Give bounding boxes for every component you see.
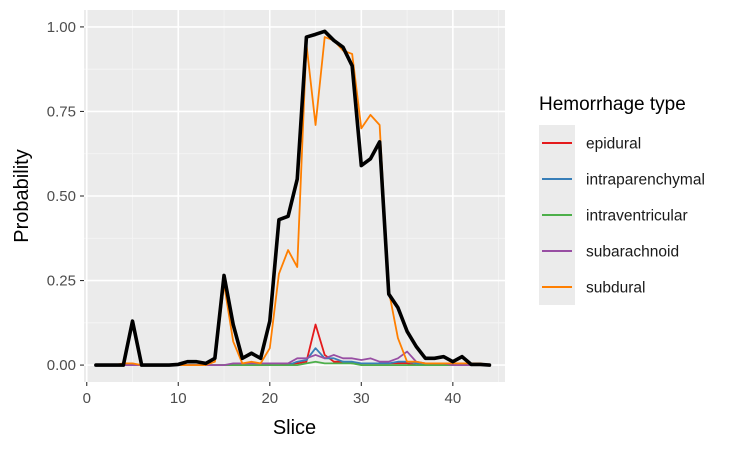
tick-labels: 0 10 20 30 40 0.00 0.25 0.50 0.75 1.00	[47, 19, 461, 407]
y-tick-label: 0.00	[47, 357, 76, 374]
legend-label-intraparenchymal: intraparenchymal	[586, 172, 705, 189]
overall-probability-line	[94, 29, 492, 367]
legend-title: Hemorrhage type	[539, 94, 686, 115]
y-tick-label: 0.75	[47, 103, 76, 120]
axis-ticks	[80, 26, 454, 386]
x-tick-label: 0	[83, 390, 91, 407]
legend-label-subarachnoid: subarachnoid	[586, 244, 679, 261]
legend-label-intraventricular: intraventricular	[586, 208, 688, 225]
y-axis-title: Probability	[11, 149, 33, 242]
x-tick-label: 10	[170, 390, 187, 407]
series-lines	[94, 29, 492, 367]
x-tick-label: 20	[261, 390, 278, 407]
legend-label-epidural: epidural	[586, 136, 641, 153]
x-axis-title: Slice	[273, 417, 316, 439]
legend-label-subdural: subdural	[586, 280, 645, 297]
y-tick-label: 0.50	[47, 188, 76, 205]
x-tick-label: 40	[444, 390, 461, 407]
y-tick-label: 0.25	[47, 273, 76, 290]
x-tick-label: 30	[353, 390, 370, 407]
y-tick-label: 1.00	[47, 19, 76, 36]
legend: Hemorrhage type epidural intraparenchymal…	[539, 94, 705, 305]
